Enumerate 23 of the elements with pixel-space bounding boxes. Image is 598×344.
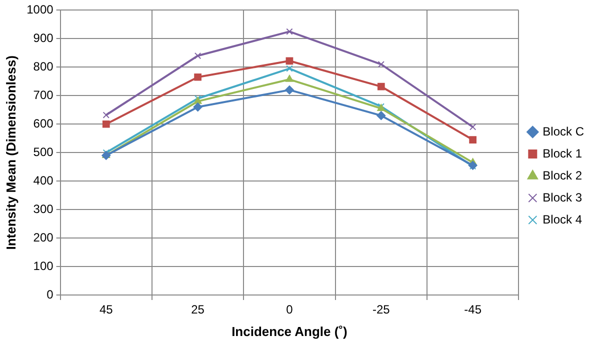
legend-label: Block C: [542, 124, 584, 138]
legend-label: Block 3: [542, 190, 582, 204]
y-tick-label: 1000: [26, 2, 54, 17]
y-tick-label: 700: [33, 88, 54, 102]
legend-label: Block 2: [542, 168, 582, 182]
x-tick-label: 45: [99, 302, 114, 317]
x-axis-title: Incidence Angle (˚): [232, 324, 348, 339]
y-tick-label: 500: [33, 144, 54, 159]
y-tick-label: 300: [33, 202, 54, 216]
legend-label: Block 1: [542, 146, 582, 160]
x-tick-label: -25: [372, 302, 390, 317]
legend-label: Block 4: [542, 212, 582, 226]
y-axis-title: Intensity Mean (Dimensionless): [3, 55, 18, 250]
x-tick-label: -45: [464, 302, 482, 317]
y-tick-label: 600: [33, 116, 54, 130]
x-tick-label: 25: [191, 302, 205, 317]
y-tick-label: 200: [33, 230, 54, 244]
y-tick-label: 100: [33, 258, 54, 273]
x-tick-label: 0: [286, 302, 294, 317]
y-tick-label: 900: [33, 30, 54, 45]
y-tick-label: 0: [46, 287, 54, 302]
y-tick-label: 400: [33, 173, 54, 188]
y-tick-label: 800: [33, 59, 54, 74]
